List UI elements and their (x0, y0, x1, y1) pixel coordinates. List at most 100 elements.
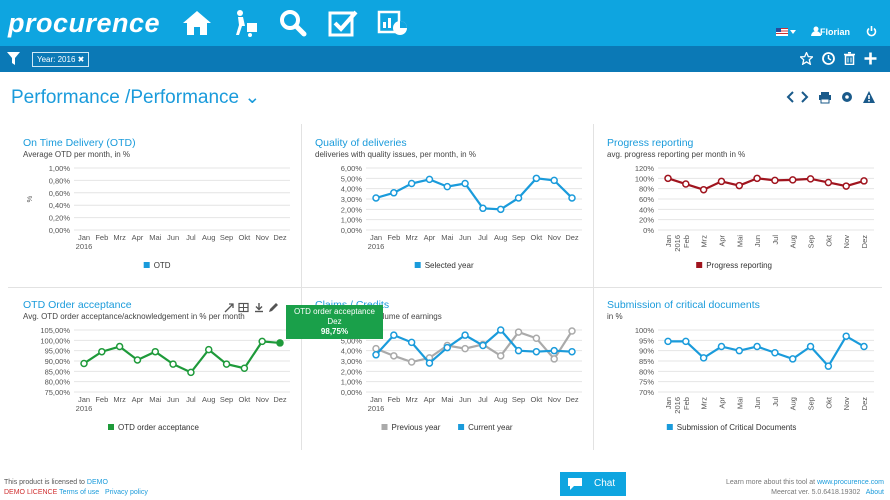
privacy-link[interactable]: Privacy policy (105, 489, 148, 496)
search-icon[interactable] (276, 8, 310, 38)
data-point[interactable] (461, 331, 469, 339)
data-point[interactable] (514, 346, 523, 355)
data-point[interactable] (222, 360, 231, 368)
data-point[interactable] (390, 189, 398, 197)
acceptance-title[interactable]: OTD Order acceptance (23, 299, 132, 311)
legend-label[interactable]: OTD order acceptance (118, 423, 199, 432)
home-icon[interactable] (180, 8, 214, 38)
otd-title[interactable]: On Time Delivery (OTD) (23, 137, 136, 149)
data-point[interactable] (860, 342, 868, 351)
data-point[interactable] (514, 194, 523, 202)
data-point[interactable] (240, 364, 249, 372)
table-icon[interactable] (238, 302, 249, 313)
data-point[interactable] (568, 194, 576, 202)
data-point[interactable] (842, 332, 850, 340)
data-point[interactable] (496, 352, 505, 360)
data-point[interactable] (532, 334, 541, 343)
data-point[interactable] (372, 351, 380, 359)
data-point[interactable] (717, 342, 726, 351)
data-point[interactable] (390, 331, 398, 339)
download-icon[interactable] (255, 303, 263, 313)
data-point[interactable] (664, 174, 672, 183)
data-point[interactable] (699, 354, 708, 362)
data-point[interactable] (550, 176, 558, 185)
data-point[interactable] (407, 358, 416, 366)
data-point[interactable] (771, 176, 779, 185)
print-icon[interactable] (819, 92, 831, 104)
data-point[interactable] (806, 342, 815, 351)
data-point[interactable] (568, 347, 576, 356)
data-point[interactable] (372, 194, 380, 202)
progress-title[interactable]: Progress reporting (607, 137, 694, 149)
data-point[interactable] (204, 345, 213, 354)
add-icon[interactable] (864, 52, 877, 65)
critical-title[interactable]: Submission of critical documents (607, 299, 760, 311)
data-point[interactable] (496, 205, 505, 214)
data-point[interactable] (753, 174, 761, 183)
delivery-icon[interactable] (228, 8, 262, 38)
data-point[interactable] (276, 339, 284, 347)
legend-label[interactable]: OTD (154, 261, 171, 270)
data-point[interactable] (771, 348, 779, 357)
data-point[interactable] (806, 175, 815, 183)
report-icon[interactable] (376, 8, 410, 38)
demo-link[interactable]: DEMO (86, 479, 108, 486)
data-point[interactable] (443, 343, 452, 352)
data-point[interactable] (407, 179, 416, 188)
data-point[interactable] (461, 179, 469, 188)
data-point[interactable] (682, 180, 690, 188)
data-point[interactable] (860, 177, 868, 185)
page-title[interactable]: Performance /Performance ⌄ (11, 87, 261, 108)
data-point[interactable] (788, 176, 797, 184)
data-point[interactable] (568, 327, 576, 335)
clock-icon[interactable] (822, 52, 835, 65)
legend-label[interactable]: Selected year (425, 261, 474, 270)
star-icon[interactable] (800, 52, 813, 65)
data-point[interactable] (717, 177, 726, 186)
app-logo[interactable]: procurence (8, 8, 161, 38)
edit-icon[interactable] (269, 303, 278, 312)
data-point[interactable] (372, 344, 380, 353)
legend-label[interactable]: Submission of Critical Documents (677, 423, 797, 432)
data-point[interactable] (479, 204, 487, 213)
data-point[interactable] (479, 341, 487, 350)
language-flag-icon[interactable] (776, 28, 788, 36)
data-point[interactable] (98, 347, 106, 356)
data-point[interactable] (496, 326, 505, 334)
expand-icon[interactable] (224, 303, 234, 313)
trash-icon[interactable] (843, 52, 856, 65)
data-point[interactable] (824, 178, 833, 187)
settings-icon[interactable] (842, 92, 852, 102)
data-point[interactable] (151, 347, 160, 356)
user-name[interactable]: Florian (819, 27, 850, 37)
data-point[interactable] (735, 181, 744, 190)
data-point[interactable] (425, 175, 434, 184)
filter-tag-year[interactable]: Year: 2016 ✖ (32, 52, 90, 67)
data-point[interactable] (699, 185, 708, 194)
data-point[interactable] (514, 328, 523, 336)
data-point[interactable] (824, 362, 833, 370)
data-point[interactable] (550, 355, 558, 363)
data-point[interactable] (425, 359, 434, 367)
about-link[interactable]: About (865, 489, 884, 496)
next-icon[interactable] (801, 91, 809, 103)
data-point[interactable] (390, 352, 398, 360)
data-point[interactable] (550, 346, 558, 355)
quality-title[interactable]: Quality of deliveries (315, 137, 407, 149)
data-point[interactable] (788, 355, 797, 363)
previous-icon[interactable] (786, 91, 794, 103)
data-point[interactable] (664, 337, 672, 346)
filter-icon[interactable] (7, 52, 20, 65)
data-point[interactable] (532, 174, 541, 183)
data-point[interactable] (842, 182, 850, 190)
data-point[interactable] (532, 347, 541, 356)
power-icon[interactable] (866, 26, 877, 37)
data-point[interactable] (735, 346, 744, 355)
data-point[interactable] (187, 368, 195, 377)
legend-label[interactable]: Previous year (392, 423, 441, 432)
terms-link[interactable]: Terms of use (59, 489, 100, 496)
data-point[interactable] (407, 338, 416, 347)
legend-label[interactable]: Progress reporting (706, 261, 772, 270)
data-point[interactable] (169, 360, 177, 368)
site-link[interactable]: www.procurence.com (817, 479, 884, 486)
